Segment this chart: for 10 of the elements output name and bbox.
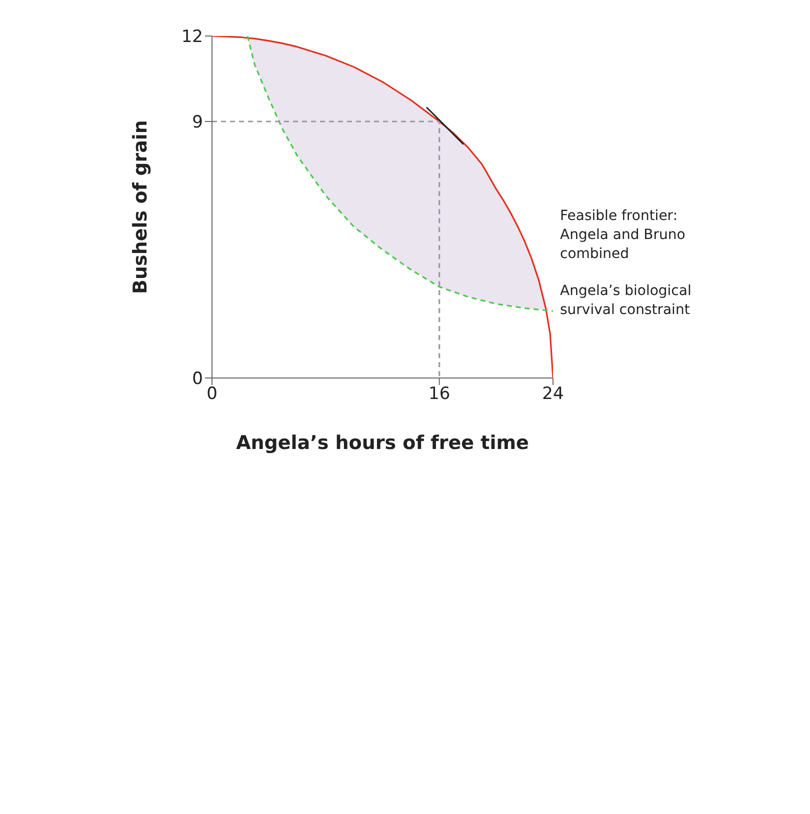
- series-label: Feasible frontier: Angela and Bruno combined: [560, 207, 686, 264]
- y-tick-label: 0: [192, 369, 203, 390]
- series-label: Angela’s biological survival constraint: [560, 282, 692, 320]
- x-tick-label: 24: [542, 384, 564, 404]
- y-tick-label: 12: [181, 27, 203, 48]
- x-axis-title: Angela’s hours of free time: [236, 432, 529, 454]
- y-tick-label: 9: [192, 112, 203, 133]
- y-axis-title: Bushels of grain: [130, 120, 152, 294]
- x-tick-label: 0: [206, 384, 218, 404]
- x-tick-label: 16: [428, 384, 450, 404]
